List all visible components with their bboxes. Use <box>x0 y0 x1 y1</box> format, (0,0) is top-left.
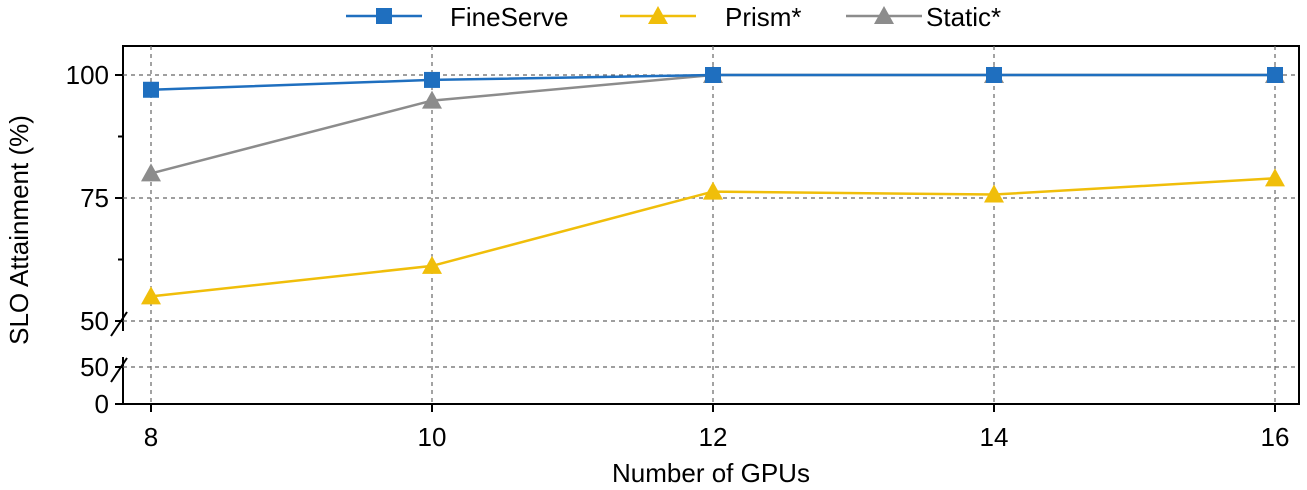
data-point-prism <box>422 255 442 274</box>
legend-item-static: Static* <box>846 2 1001 32</box>
axis-break-gap <box>120 331 126 357</box>
plot-frame <box>122 45 1300 405</box>
legend-item-fineserve: FineServe <box>346 2 569 32</box>
x-tick-label: 16 <box>1261 422 1290 452</box>
axis-break-slash-upper <box>110 311 128 337</box>
y-tick-label: 50 <box>80 352 109 382</box>
data-point-static <box>141 163 161 182</box>
x-axis: 8 10 12 14 16 <box>144 404 1290 452</box>
legend-item-prism: Prism* <box>620 2 802 32</box>
legend-marker-static <box>874 6 894 24</box>
data-point-static <box>422 90 442 109</box>
data-point-prism <box>1265 168 1285 187</box>
series-prism <box>141 168 1285 305</box>
legend-marker-prism <box>648 6 668 24</box>
data-point-prism <box>984 184 1004 203</box>
data-point-prism <box>703 181 723 200</box>
y-axis-title: SLO Attainment (%) <box>4 115 34 345</box>
x-tick-label: 12 <box>699 422 728 452</box>
x-tick-label: 10 <box>418 422 447 452</box>
y-tick-label: 50 <box>80 306 109 336</box>
axis-break-marks <box>110 311 128 383</box>
y-tick-label: 100 <box>66 60 109 90</box>
data-point-fineserve <box>986 67 1002 83</box>
legend-marker-fineserve <box>376 8 392 24</box>
grid <box>123 46 1299 404</box>
data-point-fineserve <box>424 71 440 88</box>
series-group <box>141 65 1285 305</box>
x-tick-label: 8 <box>144 422 158 452</box>
legend-label-static: Static* <box>926 2 1001 32</box>
x-tick-label: 14 <box>980 422 1009 452</box>
data-point-fineserve <box>1267 67 1283 83</box>
series-fineserve <box>143 67 1283 98</box>
y-axis: 50 75 100 0 50 <box>66 60 123 419</box>
legend: FineServe Prism* Static* <box>346 2 1001 32</box>
legend-label-fineserve: FineServe <box>450 2 569 32</box>
data-point-fineserve <box>705 67 721 83</box>
data-point-prism <box>141 286 161 305</box>
legend-label-prism: Prism* <box>725 2 802 32</box>
y-tick-label: 75 <box>80 183 109 213</box>
y-tick-label: 0 <box>95 389 109 419</box>
axis-break-slash-lower <box>110 357 128 383</box>
data-point-fineserve <box>143 81 159 98</box>
x-axis-title: Number of GPUs <box>612 458 810 488</box>
